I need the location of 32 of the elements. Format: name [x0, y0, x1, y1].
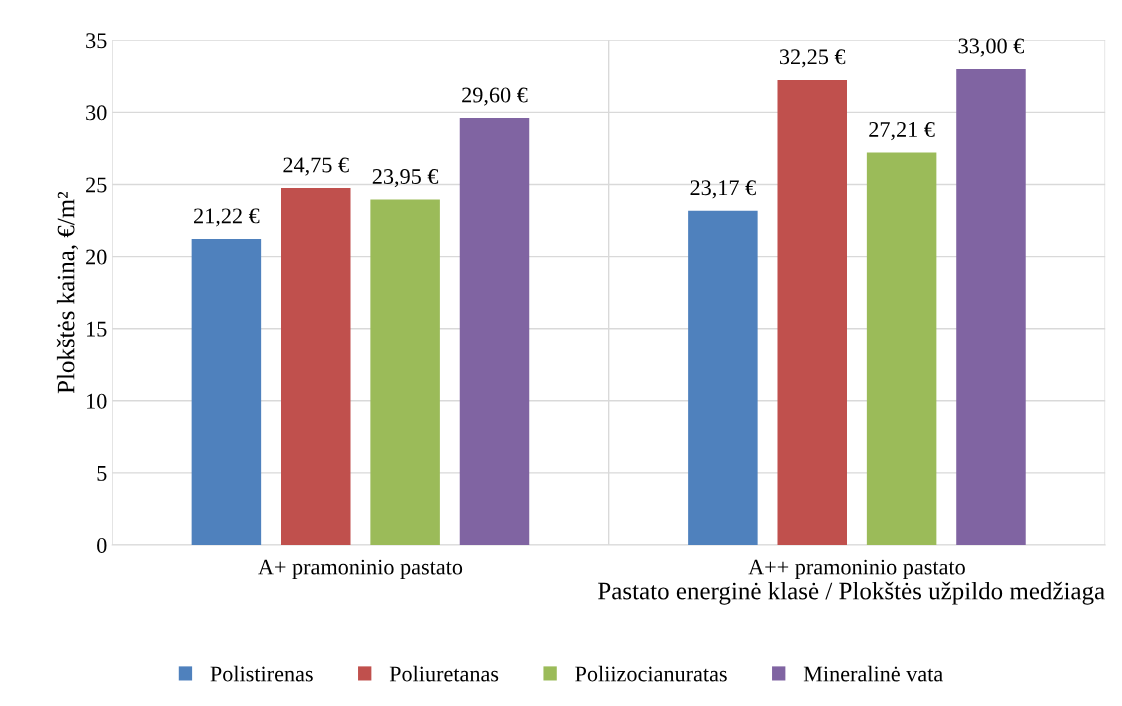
y-axis-title: Plokštės kaina, €/m² [56, 191, 79, 394]
data-label: 21,22 € [194, 208, 260, 227]
legend-label: Poliuretanas [389, 665, 499, 682]
y-tick-label: 35 [86, 33, 107, 49]
data-label: 23,17 € [690, 180, 756, 199]
y-tick-label: 25 [86, 177, 107, 193]
data-label: 27,21 € [869, 122, 935, 141]
data-label: 29,60 € [462, 87, 528, 106]
x-tick-label: A++ pramoninio pastato [748, 559, 965, 580]
legend-label: Poliizocianuratas [575, 665, 727, 682]
y-tick-label: 15 [87, 321, 107, 337]
legend-label: Polistirenas [210, 665, 313, 682]
bar [777, 79, 847, 546]
data-label: 23,95 € [372, 169, 439, 188]
bar [688, 210, 758, 546]
data-label: 33,00 € [958, 38, 1024, 57]
x-tick-label: A+ pramoninio pastato [258, 559, 463, 580]
y-tick-label: 0 [97, 537, 107, 553]
bar [956, 69, 1026, 546]
y-tick-label: 20 [86, 249, 107, 265]
data-label: 32,25 € [779, 49, 846, 68]
bar [866, 152, 937, 546]
bar [459, 118, 530, 546]
x-axis-title: Pastato energinė klasė / Plokštės užpildo medžiaga [598, 581, 1105, 605]
bar [281, 188, 351, 546]
data-label: 24,75 € [283, 157, 349, 176]
y-tick-label: 10 [87, 393, 107, 409]
bar [370, 199, 440, 546]
bar [191, 238, 262, 546]
legend-label: Mineralinė vata [803, 665, 943, 682]
y-tick-label: 30 [86, 105, 107, 121]
y-tick-label: 5 [97, 466, 107, 481]
